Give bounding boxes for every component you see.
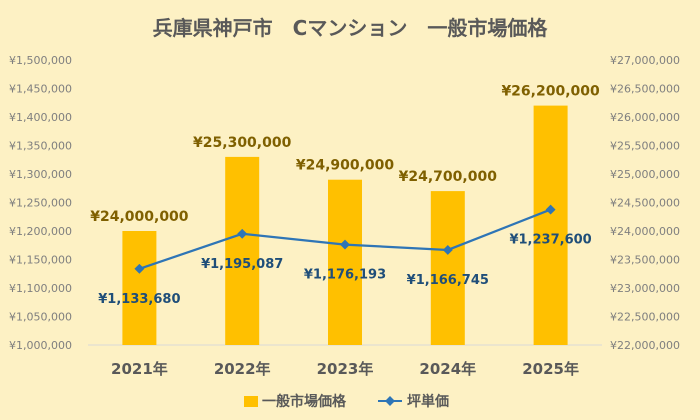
right-axis-tick: ¥22,000,000 xyxy=(610,339,680,352)
x-axis-tick: 2023年 xyxy=(317,360,374,378)
x-axis: 2021年 2022年 2023年 2024年 2025年 xyxy=(111,360,579,378)
x-axis-tick: 2022年 xyxy=(214,360,271,378)
bar-series: ¥24,000,000 ¥25,300,000¥24,900,000¥24,700… xyxy=(90,84,600,345)
chart-title: 兵庫県神戸市 Cマンション 一般市場価格 xyxy=(153,16,549,40)
line-data-label: ¥1,195,087 xyxy=(201,257,283,272)
x-axis-tick: 2021年 xyxy=(111,360,168,378)
right-axis-tick: ¥23,500,000 xyxy=(610,254,680,267)
bar-data-label: ¥25,300,000 xyxy=(193,135,292,151)
left-axis-tick: ¥1,350,000 xyxy=(9,140,72,153)
line-point xyxy=(340,239,350,250)
bar xyxy=(225,156,260,345)
left-axis-tick: ¥1,100,000 xyxy=(9,282,72,295)
bar xyxy=(122,231,157,345)
right-axis-tick: ¥24,500,000 xyxy=(610,197,680,210)
right-axis-tick: ¥26,500,000 xyxy=(610,83,680,96)
right-axis-tick: ¥27,000,000 xyxy=(610,54,680,67)
bar-data-label: ¥26,200,000 xyxy=(501,84,600,100)
right-axis-tick: ¥26,000,000 xyxy=(610,111,680,124)
right-axis: ¥22,000,000 ¥22,500,000 ¥23,000,000 ¥23,500… xyxy=(610,54,680,352)
left-axis-tick: ¥1,150,000 xyxy=(9,254,72,267)
bar xyxy=(430,191,465,345)
legend-line-label: 坪単価 xyxy=(407,393,449,410)
legend-bar-swatch xyxy=(244,396,258,407)
bar-data-label: ¥24,900,000 xyxy=(296,158,395,174)
line-data-label: ¥1,237,600 xyxy=(509,233,591,248)
bar xyxy=(328,179,362,345)
line-data-label: ¥1,176,193 xyxy=(304,268,386,283)
legend-bar-label: 一般市場価格 xyxy=(262,393,347,410)
bar-data-label: ¥24,700,000 xyxy=(399,169,498,185)
left-axis: ¥1,000,000 ¥1,050,000 ¥1,100,000 ¥1,150,000… xyxy=(9,54,72,352)
left-axis-tick: ¥1,400,000 xyxy=(9,111,72,124)
right-axis-tick: ¥23,000,000 xyxy=(610,282,680,295)
x-axis-tick: 2025年 xyxy=(522,360,579,378)
line-data-label: ¥1,166,745 xyxy=(407,273,489,288)
bar xyxy=(533,105,568,345)
left-axis-tick: ¥1,500,000 xyxy=(9,54,72,67)
line-point xyxy=(442,245,453,255)
legend: 一般市場価格 坪単価 xyxy=(244,393,449,410)
left-axis-tick: ¥1,450,000 xyxy=(9,83,72,96)
left-axis-tick: ¥1,250,000 xyxy=(9,197,72,210)
left-axis-tick: ¥1,050,000 xyxy=(9,311,72,324)
line-point xyxy=(134,263,145,274)
line-series: ¥1,133,680 ¥1,195,087 ¥1,176,193 ¥1,166,745… xyxy=(98,204,592,307)
right-axis-tick: ¥22,500,000 xyxy=(610,311,680,324)
line-data-label: ¥1,133,680 xyxy=(98,292,180,307)
bar-data-label: ¥24,000,000 xyxy=(90,209,189,225)
line-point xyxy=(545,204,556,215)
line-point xyxy=(237,228,248,239)
right-axis-tick: ¥24,000,000 xyxy=(610,225,680,238)
right-axis-tick: ¥25,500,000 xyxy=(610,140,680,153)
right-axis-tick: ¥25,000,000 xyxy=(610,168,680,181)
left-axis-tick: ¥1,300,000 xyxy=(9,168,72,181)
x-axis-tick: 2024年 xyxy=(419,360,476,378)
left-axis-tick: ¥1,000,000 xyxy=(9,339,72,352)
left-axis-tick: ¥1,200,000 xyxy=(9,225,72,238)
legend-line-marker xyxy=(385,396,395,406)
